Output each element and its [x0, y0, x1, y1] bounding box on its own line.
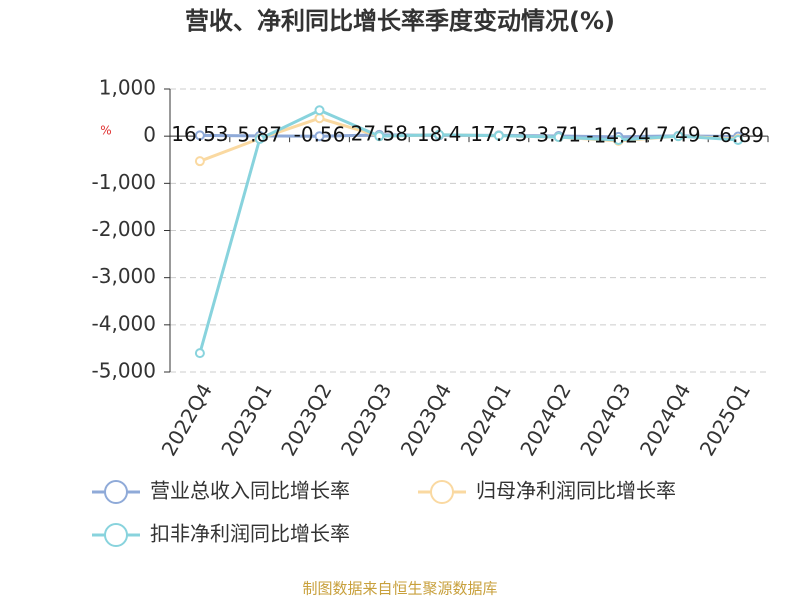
point [194, 156, 205, 167]
legend-label: 营业总收入同比增长率 [150, 479, 350, 503]
x-tick-label: 2025Q1 [695, 379, 755, 460]
x-tick-label: 2024Q3 [575, 379, 635, 460]
x-tick-label: 2023Q4 [396, 379, 456, 460]
source-note: 制图数据来自恒生聚源数据库 [302, 580, 497, 598]
y-tick-label: 0 [143, 123, 156, 147]
legend-label: 扣非净利润同比增长率 [150, 522, 350, 546]
data-label: 5.87 [237, 122, 282, 146]
legend-item: 扣非净利润同比增长率 [92, 522, 350, 547]
y-tick-label: -2,000 [92, 217, 156, 241]
series-line [198, 108, 739, 354]
y-tick-label: -1,000 [92, 170, 156, 194]
x-tick-label: 2023Q3 [336, 379, 396, 460]
point [673, 131, 684, 142]
legend-item: 归母净利润同比增长率 [418, 479, 676, 504]
point [194, 348, 205, 359]
point [254, 133, 265, 144]
point [314, 113, 325, 124]
data-label: 27.58 [351, 121, 408, 145]
legend-marker [104, 480, 128, 504]
point [613, 134, 624, 145]
chart-title: 营收、净利同比增长率季度变动情况(%) [185, 7, 615, 35]
point [194, 130, 205, 141]
legend-marker [430, 480, 454, 504]
y-tick-label: -4,000 [92, 311, 156, 335]
legend-label: 归母净利润同比增长率 [476, 479, 676, 503]
x-tick-label: 2024Q4 [635, 379, 695, 460]
point [314, 131, 325, 142]
data-label: 17.73 [470, 122, 527, 146]
legend-marker [104, 523, 128, 547]
x-tick-label: 2023Q1 [216, 379, 276, 460]
x-tick-label: 2022Q4 [157, 379, 217, 460]
data-label: -14.24 [586, 123, 650, 147]
data-label: -6.89 [712, 123, 764, 147]
x-tick-label: 2024Q1 [456, 379, 516, 460]
data-label: 7.49 [656, 122, 701, 146]
y-tick-label: -5,000 [92, 359, 156, 383]
point [733, 134, 744, 145]
point [374, 131, 385, 142]
legend-item: 营业总收入同比增长率 [92, 479, 350, 504]
point [434, 129, 445, 140]
x-tick-label: 2024Q2 [515, 379, 575, 460]
data-label: 16.53 [171, 122, 228, 146]
data-label: 18.4 [417, 122, 462, 146]
y-unit: % [100, 124, 111, 138]
point [493, 130, 504, 141]
data-label: -0.56 [294, 123, 346, 147]
y-tick-label: -3,000 [92, 264, 156, 288]
point [314, 105, 325, 116]
x-tick-label: 2023Q2 [276, 379, 336, 460]
data-label: 3.71 [536, 122, 581, 146]
y-tick-label: 1,000 [99, 76, 156, 100]
point [553, 132, 564, 143]
